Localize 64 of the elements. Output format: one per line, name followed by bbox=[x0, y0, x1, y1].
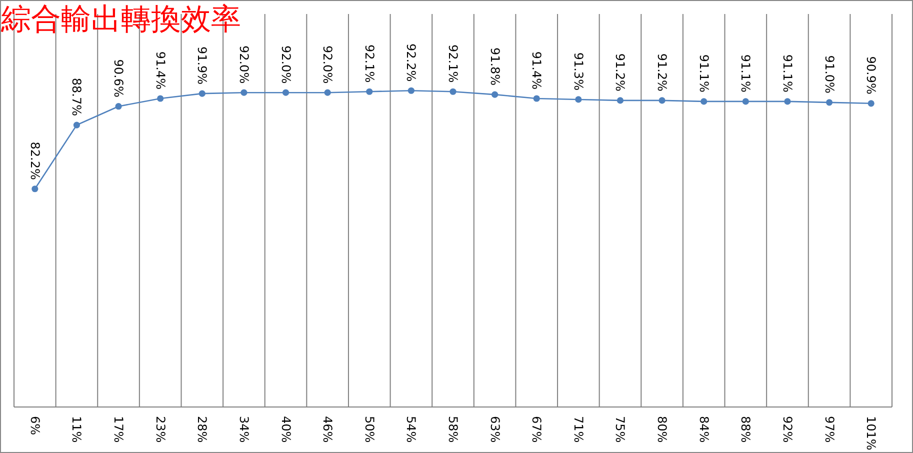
x-tick-label: 84% bbox=[696, 416, 711, 443]
point bbox=[784, 98, 791, 105]
x-tick-label: 80% bbox=[655, 416, 670, 443]
x-tick-label: 17% bbox=[112, 416, 126, 443]
x-tick-label: 11% bbox=[70, 416, 84, 443]
data-label: 91.3% bbox=[571, 52, 586, 90]
data-label: 88.7% bbox=[70, 78, 84, 116]
data-label: 91.2% bbox=[613, 53, 628, 92]
x-tick-label: 71% bbox=[571, 416, 586, 443]
x-tick-label: 97% bbox=[822, 416, 836, 443]
x-tick-label: 101% bbox=[864, 416, 878, 450]
data-label: 90.9% bbox=[864, 56, 878, 94]
x-tick-label: 50% bbox=[362, 416, 376, 443]
data-label: 92.1% bbox=[362, 44, 376, 83]
data-label: 92.0% bbox=[320, 45, 335, 84]
data-label: 91.2% bbox=[655, 53, 670, 92]
point bbox=[492, 91, 498, 98]
point bbox=[366, 88, 373, 95]
data-label: 91.4% bbox=[153, 51, 168, 90]
point bbox=[868, 100, 874, 107]
point bbox=[450, 88, 456, 95]
point bbox=[408, 87, 414, 94]
point bbox=[826, 99, 833, 106]
point bbox=[324, 89, 331, 96]
x-tick-label: 6% bbox=[28, 416, 42, 436]
point bbox=[32, 186, 38, 192]
data-label: 91.1% bbox=[738, 54, 753, 92]
x-tick-label: 34% bbox=[236, 416, 251, 443]
point bbox=[533, 95, 540, 102]
point bbox=[115, 103, 122, 110]
point bbox=[73, 122, 80, 128]
x-tick-label: 54% bbox=[404, 416, 418, 443]
data-label: 91.0% bbox=[822, 55, 836, 94]
data-label: 91.9% bbox=[195, 46, 210, 85]
data-label: 92.0% bbox=[278, 45, 293, 84]
x-tick-label: 40% bbox=[278, 416, 293, 443]
x-tick-label: 88% bbox=[738, 416, 753, 443]
x-tick-label: 28% bbox=[195, 416, 210, 443]
data-label: 90.6% bbox=[112, 59, 126, 98]
x-tick-label: 46% bbox=[320, 416, 335, 443]
x-tick-label: 63% bbox=[488, 416, 502, 443]
data-label: 91.8% bbox=[488, 47, 502, 86]
data-label: 92.2% bbox=[404, 44, 418, 82]
point bbox=[742, 98, 749, 105]
point bbox=[575, 96, 582, 103]
point bbox=[658, 97, 666, 104]
data-label: 91.4% bbox=[530, 51, 544, 90]
data-label: 82.2% bbox=[28, 142, 42, 180]
point bbox=[240, 89, 248, 96]
x-tick-label: 92% bbox=[780, 416, 794, 443]
chart-title: 綜合輸出轉換效率 bbox=[0, 3, 241, 36]
x-tick-label: 67% bbox=[530, 416, 544, 443]
point bbox=[700, 98, 708, 105]
point bbox=[282, 89, 290, 96]
data-label: 91.1% bbox=[780, 54, 794, 92]
x-tick-label: 58% bbox=[446, 416, 460, 443]
point bbox=[157, 95, 164, 102]
point bbox=[616, 97, 624, 104]
x-tick-label: 23% bbox=[153, 416, 168, 443]
data-label: 92.1% bbox=[446, 44, 460, 83]
data-label: 91.1% bbox=[696, 54, 711, 92]
x-tick-label: 75% bbox=[613, 416, 628, 443]
data-label: 92.0% bbox=[236, 45, 251, 84]
point bbox=[198, 90, 206, 97]
